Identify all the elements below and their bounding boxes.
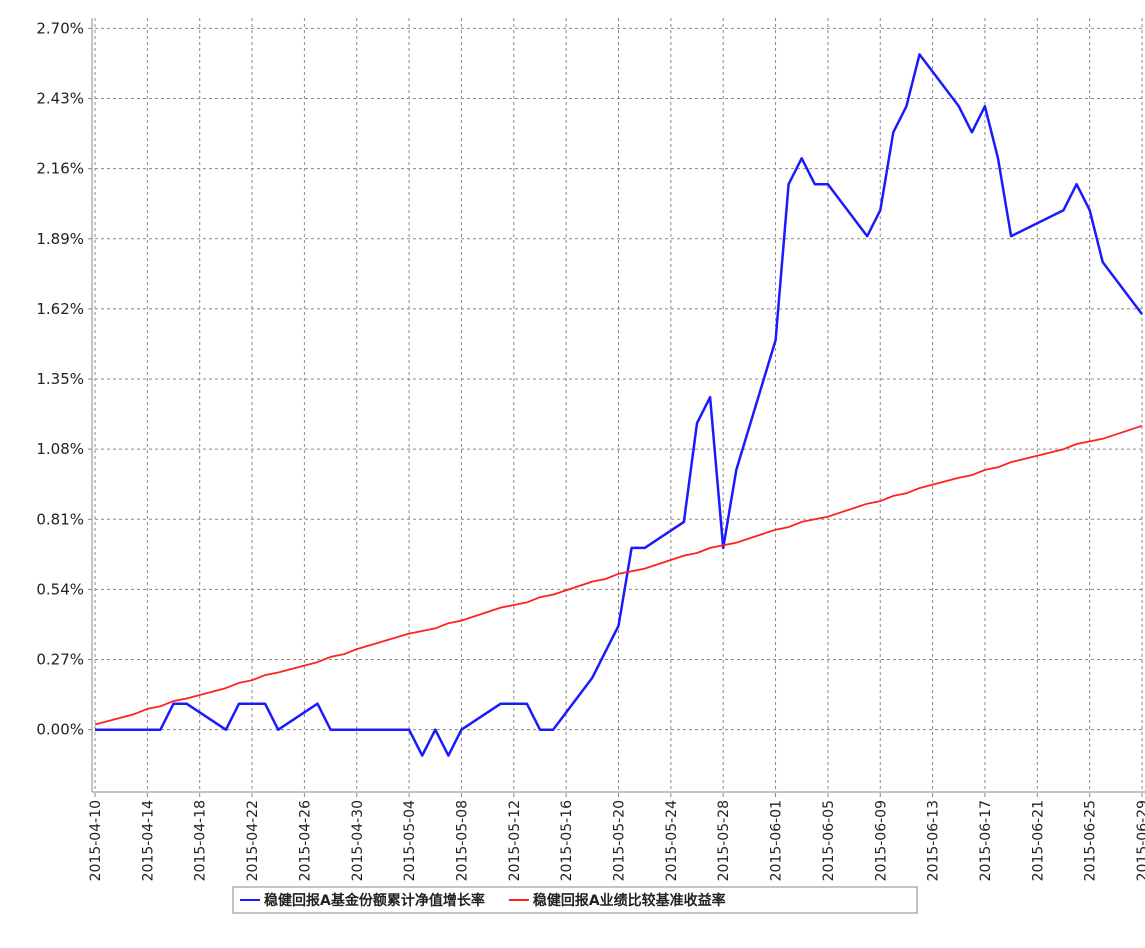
- x-tick-label: 2015-05-12: [507, 800, 523, 881]
- x-tick-label: 2015-05-08: [454, 800, 470, 881]
- x-tick-label: 2015-06-29: [1135, 800, 1145, 881]
- x-tick-label: 2015-06-17: [978, 800, 994, 881]
- x-tick-label: 2015-06-21: [1030, 800, 1046, 881]
- y-tick-label: 2.43%: [36, 90, 84, 108]
- x-tick-label: 2015-06-05: [821, 800, 837, 881]
- y-tick-label: 0.27%: [36, 651, 84, 669]
- legend-label: 稳健回报A基金份额累计净值增长率: [264, 892, 485, 909]
- x-tick-label: 2015-04-10: [88, 800, 104, 881]
- y-tick-label: 1.35%: [36, 370, 84, 388]
- x-tick-label: 2015-05-24: [664, 800, 680, 881]
- series-line: [94, 424, 1143, 726]
- y-tick-label: 1.08%: [36, 440, 84, 458]
- x-tick-label: 2015-06-25: [1083, 800, 1099, 881]
- x-tick-label: 2015-04-30: [350, 800, 366, 881]
- y-tick-label: 2.70%: [36, 19, 84, 37]
- x-tick-label: 2015-06-09: [873, 800, 889, 881]
- y-tick-label: 0.81%: [36, 510, 84, 528]
- x-tick-label: 2015-04-18: [193, 800, 209, 881]
- x-tick-label: 2015-05-16: [559, 800, 575, 881]
- legend-label: 稳健回报A业绩比较基准收益率: [533, 892, 726, 909]
- x-tick-label: 2015-06-13: [926, 800, 942, 881]
- y-tick-label: 1.62%: [36, 300, 84, 318]
- x-tick-label: 2015-04-22: [245, 800, 261, 881]
- x-tick-label: 2015-05-20: [612, 800, 628, 881]
- x-tick-label: 2015-04-26: [297, 800, 313, 881]
- x-tick-label: 2015-05-28: [716, 800, 732, 881]
- y-tick-label: 0.00%: [36, 721, 84, 739]
- y-tick-label: 0.54%: [36, 580, 84, 598]
- x-tick-label: 2015-04-14: [140, 800, 156, 881]
- x-tick-label: 2015-05-04: [402, 800, 418, 881]
- series-line: [95, 53, 1143, 757]
- y-tick-label: 1.89%: [36, 230, 84, 248]
- x-tick-label: 2015-06-01: [769, 800, 785, 881]
- legend-box: [232, 886, 918, 914]
- y-tick-label: 2.16%: [36, 160, 84, 178]
